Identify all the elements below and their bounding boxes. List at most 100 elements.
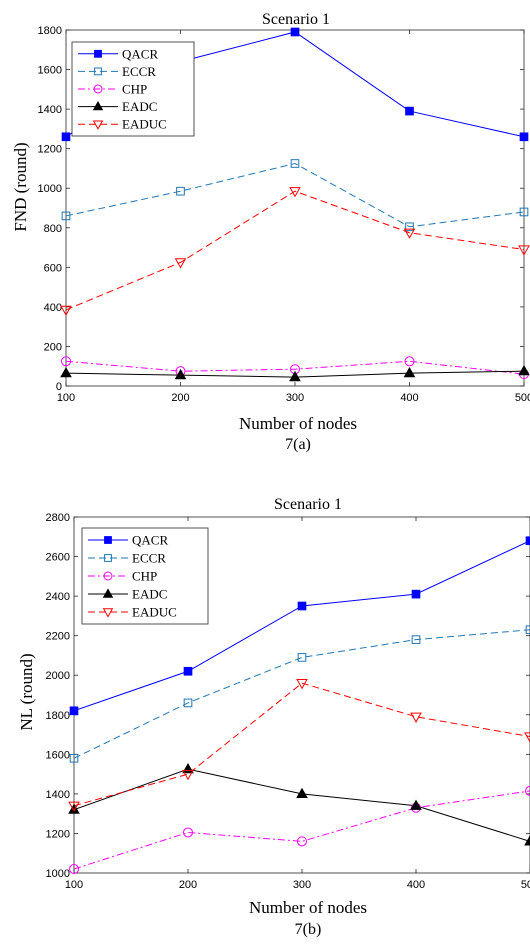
data-point-chp — [525, 785, 530, 796]
y-tick-label: 1400 — [38, 104, 62, 116]
legend-marker-qacr — [94, 49, 102, 58]
x-tick-label: 100 — [65, 879, 83, 891]
data-point-qacr — [61, 132, 71, 142]
y-tick-label: 1000 — [38, 183, 62, 195]
legend-label-qacr: QACR — [122, 46, 158, 61]
data-point-eadc — [403, 366, 416, 378]
data-point-eccr — [183, 698, 193, 708]
chart-nl: Scenario 1 NL (round) Number of nodes 7(… — [17, 496, 530, 938]
data-point-eadc — [524, 835, 530, 846]
data-point-qacr — [69, 706, 79, 716]
x-tick-label: 300 — [293, 879, 311, 891]
x-tick-label: 500 — [521, 879, 530, 891]
data-point-chp — [183, 827, 193, 838]
y-tick-label: 1000 — [46, 868, 70, 880]
data-point-eccr — [519, 207, 529, 217]
legend-marker-eccr — [104, 554, 112, 562]
data-point-qacr — [519, 132, 529, 142]
legend-label-eaduc: EADUC — [132, 605, 177, 620]
data-point-eccr — [61, 211, 71, 221]
legend-label-chp: CHP — [122, 82, 147, 97]
data-point-eccr — [176, 186, 185, 196]
y-tick-label: 600 — [44, 262, 62, 274]
y-axis-label: FND (round) — [11, 142, 30, 231]
chart-title: Scenario 1 — [262, 11, 330, 28]
legend-box — [71, 41, 195, 137]
data-point-eadc — [68, 803, 80, 814]
data-point-eadc — [182, 762, 194, 774]
y-tick-label: 1400 — [46, 789, 70, 801]
legend-label-eadc: EADC — [122, 99, 157, 114]
series-line-eadc — [74, 768, 530, 842]
y-tick-label: 1800 — [38, 25, 62, 37]
legend-marker-eaduc — [92, 120, 104, 130]
y-tick-label: 2400 — [46, 591, 70, 603]
y-tick-label: 800 — [44, 223, 62, 235]
legend-marker-eadc — [102, 588, 114, 598]
series-line-chp — [66, 360, 524, 375]
legend-marker-eaduc — [102, 608, 114, 618]
data-point-eaduc — [403, 228, 416, 239]
legend-label-qacr: QACR — [132, 533, 168, 548]
x-axis-label: Number of nodes — [239, 414, 357, 433]
figure-caption: 7(a) — [285, 436, 311, 453]
data-point-eadc — [518, 364, 530, 376]
legend: QACR ECCR CHP EADC EADUC — [71, 41, 195, 137]
data-point-qacr — [405, 106, 414, 116]
x-tick-label: 200 — [179, 879, 197, 891]
data-point-chp — [404, 356, 415, 367]
data-point-qacr — [183, 666, 193, 676]
x-axis-label: Number of nodes — [249, 898, 367, 917]
data-point-qacr — [290, 27, 300, 37]
y-tick-label: 2000 — [46, 670, 70, 682]
legend-marker-eadc — [92, 100, 104, 111]
legend-label-eccr: ECCR — [122, 64, 156, 79]
data-point-eaduc — [296, 679, 308, 690]
series-line-eaduc — [66, 190, 524, 311]
data-point-eaduc — [174, 258, 187, 269]
legend-marker-eccr — [94, 67, 102, 76]
legend-label-eaduc: EADUC — [122, 117, 167, 132]
y-tick-label: 2600 — [46, 552, 70, 564]
x-tick-label: 300 — [286, 392, 304, 404]
legend-label-eccr: ECCR — [132, 551, 166, 566]
x-tick-label: 100 — [57, 392, 75, 404]
data-point-qacr — [525, 536, 530, 546]
y-tick-label: 400 — [44, 302, 62, 314]
data-point-eadc — [296, 787, 308, 798]
chart-title: Scenario 1 — [274, 496, 342, 513]
x-tick-label: 400 — [407, 879, 425, 891]
chart-fnd: Scenario 1 FND (round) Number of nodes 7… — [11, 11, 530, 453]
data-point-eccr — [69, 753, 79, 763]
series-line-eccr — [74, 629, 530, 759]
legend-marker-chp — [93, 84, 103, 94]
y-axis-label: NL (round) — [17, 653, 36, 730]
data-point-eadc — [174, 368, 187, 380]
figure-caption: 7(b) — [295, 921, 322, 938]
legend-marker-chp — [103, 571, 113, 581]
y-tick-label: 2200 — [46, 631, 70, 643]
data-point-chp — [297, 836, 307, 847]
y-tick-label: 1600 — [38, 65, 62, 77]
data-point-eadc — [289, 370, 301, 382]
y-tick-label: 0 — [56, 381, 62, 393]
x-tick-label: 200 — [171, 392, 189, 404]
legend-label-chp: CHP — [132, 569, 157, 584]
data-point-eaduc — [182, 770, 194, 781]
y-tick-label: 200 — [44, 341, 62, 353]
y-tick-label: 1200 — [38, 144, 62, 156]
series-line-eaduc — [74, 682, 530, 807]
legend-label-eadc: EADC — [132, 587, 167, 602]
data-point-eadc — [60, 366, 72, 378]
data-point-eaduc — [68, 801, 80, 812]
x-tick-label: 500 — [515, 392, 530, 404]
plot-area: 100 200 300 400 500 1000 1200 1400 1600 1800 2000 2… — [46, 512, 530, 891]
series-line-eccr — [66, 162, 524, 228]
y-tick-label: 1800 — [46, 710, 70, 722]
data-point-eccr — [290, 159, 300, 168]
data-point-chp — [61, 356, 71, 367]
data-point-eccr — [405, 222, 414, 232]
data-point-eccr — [297, 653, 307, 662]
x-tick-label: 400 — [400, 392, 418, 404]
